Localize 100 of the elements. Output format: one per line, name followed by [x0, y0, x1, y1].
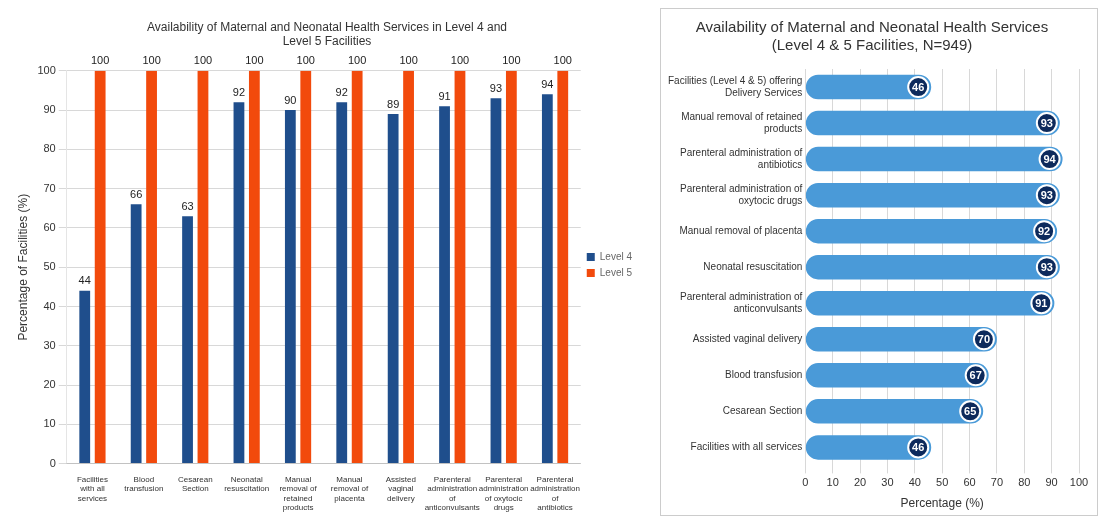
data-label: 100 [450, 54, 470, 67]
bar [439, 106, 450, 464]
bar [146, 70, 157, 464]
data-label: 90 [284, 93, 297, 106]
y-tick-label: Manual removal of retained products [681, 110, 803, 134]
legend-label: Level 5 [599, 266, 633, 278]
y-tick-label: Parenteral administration of antibiotics [680, 146, 803, 170]
data-label: 100 [142, 54, 161, 67]
data-label: 46 [912, 81, 925, 94]
bar [403, 70, 414, 464]
chart-title: Availability of Maternal and Neonatal Health Services in Level 4 and Level 5 Facilities [147, 19, 507, 48]
bar [805, 290, 1055, 316]
data-label: 67 [969, 369, 982, 382]
y-tick-label: 40 [43, 299, 56, 312]
data-label: 92 [1037, 225, 1051, 238]
data-label: 92 [335, 85, 348, 98]
bar [805, 218, 1058, 244]
y-tick-label: Blood transfusion [725, 369, 803, 381]
y-tick-label: 20 [43, 378, 56, 391]
data-label: 94 [541, 77, 554, 90]
bar [336, 102, 348, 464]
x-tick-label: Manual removal of retained products [279, 474, 318, 513]
y-tick-label: Parenteral administration of oxytocic drugs [680, 182, 803, 206]
bar [805, 146, 1063, 172]
data-label: 100 [296, 54, 315, 67]
y-tick-label: Cesarean Section [722, 405, 803, 417]
y-tick-label: Assisted vaginal delivery [692, 333, 803, 345]
x-tick-label: 90 [1045, 476, 1058, 489]
y-tick-label: 0 [49, 456, 56, 469]
data-label: 100 [90, 54, 110, 67]
x-tick-label: Neonatal resuscitation [224, 474, 270, 494]
y-tick-label: Facilities with all services [690, 441, 803, 453]
data-label: 93 [1040, 189, 1053, 202]
data-label: 100 [347, 54, 367, 67]
x-tick-label: 30 [881, 476, 894, 489]
bar [351, 70, 363, 464]
bar [805, 435, 932, 460]
bar [284, 110, 296, 464]
data-label: 44 [78, 274, 91, 287]
data-label: 100 [553, 54, 572, 67]
y-tick-label: 90 [43, 103, 56, 116]
bar [79, 290, 91, 464]
bar [805, 399, 984, 424]
bar [130, 204, 142, 464]
x-tick-label: 70 [990, 476, 1004, 489]
bar [805, 110, 1060, 136]
y-tick-label: 50 [43, 260, 56, 273]
bar [387, 114, 399, 464]
y-tick-label: 70 [43, 181, 56, 194]
x-tick-label: Parenteral administration of anticonvulsants [424, 474, 480, 513]
bar [94, 70, 106, 464]
bar [490, 98, 502, 464]
data-label: 100 [245, 54, 264, 67]
x-tick-label: 10 [826, 476, 839, 489]
data-label: 46 [912, 441, 925, 454]
x-tick-label: Cesarean Section [177, 474, 213, 494]
x-tick-label: 100 [1069, 476, 1089, 489]
y-tick-label: 60 [43, 220, 56, 233]
data-label: 100 [193, 54, 213, 67]
y-tick-label: Facilities (Level 4 & 5) offering Delivery Services [667, 74, 803, 98]
data-label: 91 [1035, 297, 1048, 310]
bar [541, 94, 553, 464]
data-label: 92 [232, 85, 246, 98]
data-label: 93 [1040, 261, 1053, 274]
legend-label: Level 4 [599, 250, 633, 262]
y-tick-label: 100 [37, 63, 56, 76]
data-label: 65 [964, 405, 977, 418]
bar [248, 70, 260, 464]
bar [454, 70, 466, 464]
bar [233, 102, 245, 464]
y-axis-title: Percentage of Facilities (%) [15, 193, 30, 341]
bar [805, 254, 1060, 280]
data-label: 93 [1040, 117, 1053, 130]
y-tick-label: 30 [43, 338, 56, 351]
chart-title: Availability of Maternal and Neonatal Health Services (Level 4 & 5 Facilities, N=949) [695, 18, 1049, 54]
data-label: 94 [1043, 153, 1057, 166]
y-tick-label: Parenteral administration of anticonvulsants [680, 290, 803, 314]
data-label: 100 [399, 54, 418, 67]
x-tick-label: Parenteral administration of antibiotics [530, 474, 580, 513]
x-tick-label: 80 [1018, 476, 1031, 489]
data-label: 70 [977, 333, 991, 346]
bar [805, 363, 989, 388]
data-label: 89 [387, 97, 400, 110]
y-tick-label: Manual removal of placenta [679, 224, 803, 236]
x-tick-label: Blood transfusion [124, 474, 164, 494]
x-tick-label: Assisted vaginal delivery [385, 474, 416, 503]
data-label: 66 [130, 187, 143, 200]
x-tick-label: 40 [908, 476, 921, 489]
data-label: 93 [489, 81, 503, 94]
y-tick-label: 10 [43, 417, 56, 430]
x-tick-label: 60 [963, 476, 976, 489]
x-tick-label: 50 [936, 476, 949, 489]
x-tick-label: Facilities with all services [76, 474, 109, 503]
x-axis-title: Percentage (%) [900, 496, 984, 511]
data-label: 63 [181, 199, 194, 212]
data-label: 91 [438, 89, 451, 102]
data-label: 100 [502, 54, 521, 67]
bar [182, 216, 193, 464]
bar [505, 70, 517, 464]
bar [557, 70, 569, 464]
